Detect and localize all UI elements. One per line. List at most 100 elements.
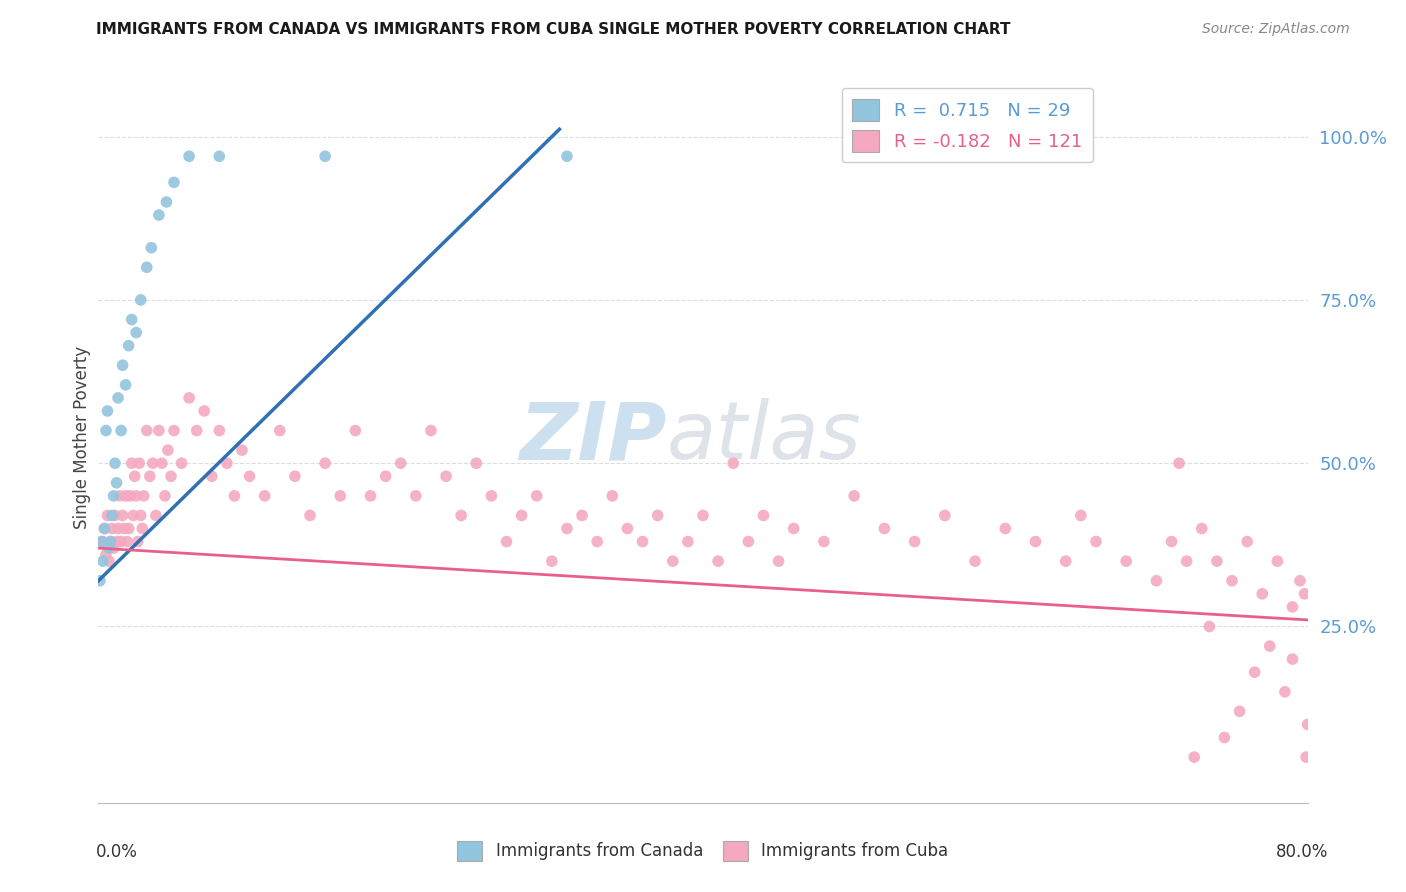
- Point: [1115, 554, 1137, 568]
- Point: [526, 489, 548, 503]
- Point: [1175, 554, 1198, 568]
- Point: [752, 508, 775, 523]
- Point: [142, 456, 165, 470]
- Point: [93, 521, 115, 535]
- Point: [465, 456, 488, 470]
- Point: [118, 338, 141, 352]
- Point: [124, 469, 146, 483]
- Point: [1251, 587, 1274, 601]
- Point: [141, 241, 163, 255]
- Point: [873, 521, 896, 535]
- Point: [163, 424, 186, 438]
- Text: ZIP: ZIP: [519, 398, 666, 476]
- Point: [481, 489, 503, 503]
- Point: [844, 489, 866, 503]
- Point: [101, 508, 124, 523]
- Point: [1168, 456, 1191, 470]
- Point: [1243, 665, 1265, 680]
- Point: [129, 508, 152, 523]
- Point: [145, 508, 167, 523]
- Text: 80.0%: 80.0%: [1277, 843, 1329, 861]
- Y-axis label: Single Mother Poverty: Single Mother Poverty: [73, 345, 91, 529]
- Point: [737, 534, 759, 549]
- Point: [1295, 750, 1317, 764]
- Point: [1289, 574, 1312, 588]
- Point: [131, 521, 153, 535]
- Point: [112, 521, 135, 535]
- Point: [495, 534, 517, 549]
- Point: [813, 534, 835, 549]
- Point: [104, 508, 127, 523]
- Point: [783, 521, 806, 535]
- Point: [1160, 534, 1182, 549]
- Point: [389, 456, 412, 470]
- Point: [135, 424, 157, 438]
- Point: [692, 508, 714, 523]
- Point: [1258, 639, 1281, 653]
- Point: [155, 194, 177, 209]
- Point: [344, 424, 367, 438]
- Point: [1213, 731, 1236, 745]
- Point: [170, 456, 193, 470]
- Point: [1198, 619, 1220, 633]
- Point: [96, 508, 118, 523]
- Point: [110, 424, 132, 438]
- Point: [107, 391, 129, 405]
- Point: [94, 424, 117, 438]
- Point: [420, 424, 443, 438]
- Point: [91, 554, 114, 568]
- Point: [96, 404, 118, 418]
- Point: [107, 521, 129, 535]
- Point: [965, 554, 987, 568]
- Point: [1229, 705, 1251, 719]
- Point: [1281, 652, 1303, 666]
- Point: [1236, 534, 1258, 549]
- Point: [156, 443, 179, 458]
- Point: [314, 456, 336, 470]
- Point: [111, 508, 134, 523]
- Point: [676, 534, 699, 549]
- Point: [405, 489, 427, 503]
- Point: [121, 456, 143, 470]
- Point: [127, 534, 149, 549]
- Point: [114, 489, 136, 503]
- Point: [90, 534, 112, 549]
- Point: [125, 326, 148, 340]
- Point: [111, 358, 134, 372]
- Point: [1070, 508, 1092, 523]
- Point: [602, 489, 624, 503]
- Point: [150, 456, 173, 470]
- Point: [723, 456, 745, 470]
- Point: [122, 508, 145, 523]
- Point: [118, 521, 141, 535]
- Point: [125, 489, 148, 503]
- Point: [186, 424, 208, 438]
- Point: [163, 175, 186, 189]
- Point: [540, 554, 562, 568]
- Point: [1267, 554, 1289, 568]
- Point: [153, 489, 176, 503]
- Point: [360, 489, 382, 503]
- Point: [104, 456, 127, 470]
- Point: [314, 149, 336, 163]
- Text: 0.0%: 0.0%: [96, 843, 138, 861]
- Point: [616, 521, 638, 535]
- Point: [768, 554, 790, 568]
- Point: [100, 534, 122, 549]
- Point: [1294, 587, 1316, 601]
- Point: [129, 293, 152, 307]
- Point: [1182, 750, 1205, 764]
- Point: [239, 469, 262, 483]
- Point: [110, 534, 132, 549]
- Point: [253, 489, 276, 503]
- Point: [135, 260, 157, 275]
- Point: [1281, 599, 1303, 614]
- Point: [1144, 574, 1167, 588]
- Point: [631, 534, 654, 549]
- Point: [1206, 554, 1229, 568]
- Point: [179, 391, 201, 405]
- Point: [1054, 554, 1077, 568]
- Point: [934, 508, 956, 523]
- Point: [284, 469, 307, 483]
- Point: [224, 489, 246, 503]
